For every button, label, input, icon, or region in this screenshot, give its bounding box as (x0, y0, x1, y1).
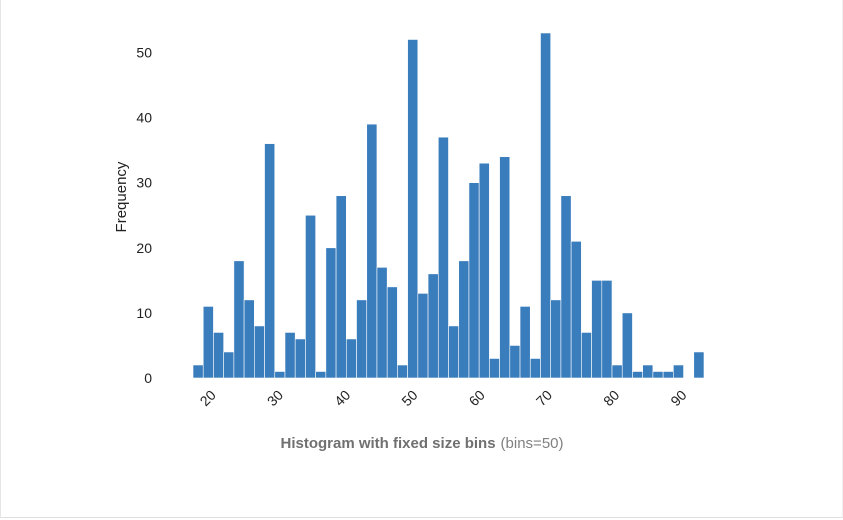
histogram-bar (611, 364, 623, 379)
histogram-bar (499, 156, 511, 379)
histogram-bar (550, 299, 562, 379)
histogram-bar (284, 332, 296, 379)
histogram-bar (570, 240, 582, 379)
histogram-bar (223, 351, 235, 379)
histogram-bar (519, 306, 531, 379)
histogram-bar (437, 136, 449, 379)
y-tick-label: 20 (136, 240, 152, 256)
histogram-bar (407, 39, 419, 379)
histogram-bar (509, 345, 521, 379)
histogram-bar (540, 32, 551, 379)
histogram-bar (366, 123, 378, 379)
histogram-bar (264, 143, 276, 379)
y-tick-label: 50 (136, 45, 152, 61)
histogram-bar (305, 214, 316, 379)
histogram-bar (673, 364, 684, 379)
x-tick-label: 70 (533, 387, 555, 409)
x-tick-label: 40 (331, 387, 353, 409)
histogram-bar (274, 371, 286, 379)
histogram-bar (529, 358, 541, 379)
histogram-bar (693, 351, 705, 379)
y-tick-label: 30 (136, 175, 152, 191)
histogram-bar (417, 293, 429, 379)
histogram-bar (345, 338, 357, 379)
histogram-bar (192, 364, 204, 379)
histogram-bar (325, 247, 337, 379)
histogram-bar (448, 325, 460, 379)
histogram-bar (652, 371, 664, 379)
x-tick-label: 80 (600, 387, 622, 409)
y-tick-label: 40 (136, 110, 152, 126)
histogram-bar (213, 332, 224, 379)
histogram-bar (386, 286, 398, 379)
x-tick-labels: 20 30 40 50 60 70 80 90 (197, 387, 690, 409)
x-tick-label: 20 (197, 387, 219, 409)
y-tick-label: 0 (144, 370, 152, 386)
histogram-bar (254, 325, 265, 379)
chart-title: Histogram with fixed size bins (bins=50) (281, 435, 564, 452)
histogram-bar (315, 371, 327, 379)
chart-title-subtitle: (bins=50) (501, 435, 564, 452)
y-tick-labels: 0 10 20 30 40 50 (136, 45, 152, 387)
histogram-bar (397, 364, 408, 379)
histogram-bar (621, 312, 633, 379)
histogram-bar (662, 371, 674, 379)
histogram-bar (335, 195, 347, 379)
x-tick-label: 30 (264, 387, 286, 409)
histogram-bar (632, 371, 643, 379)
histogram-bar (243, 299, 255, 379)
histogram-bar (202, 306, 214, 379)
histogram-bar (427, 273, 439, 379)
y-axis-label: Frequency (113, 161, 130, 232)
histogram-bar (294, 338, 306, 379)
histogram-bar (560, 195, 572, 379)
histogram-bar (489, 358, 500, 379)
histogram-bar (458, 260, 470, 379)
histogram-bar (591, 280, 603, 379)
histogram-bar (468, 182, 480, 379)
histogram-bar (376, 267, 388, 379)
histogram-bar (601, 280, 613, 379)
histogram-bar (356, 299, 368, 379)
x-tick-label: 60 (466, 387, 488, 409)
histogram-bar (642, 364, 654, 379)
histogram-bar (581, 332, 592, 379)
bars-group (192, 32, 705, 379)
chart-title-main: Histogram with fixed size bins (281, 435, 496, 452)
x-tick-label: 90 (667, 387, 689, 409)
histogram-bar (233, 260, 245, 379)
x-tick-label: 50 (398, 387, 420, 409)
y-tick-label: 10 (136, 305, 152, 321)
histogram-bar (478, 162, 490, 379)
